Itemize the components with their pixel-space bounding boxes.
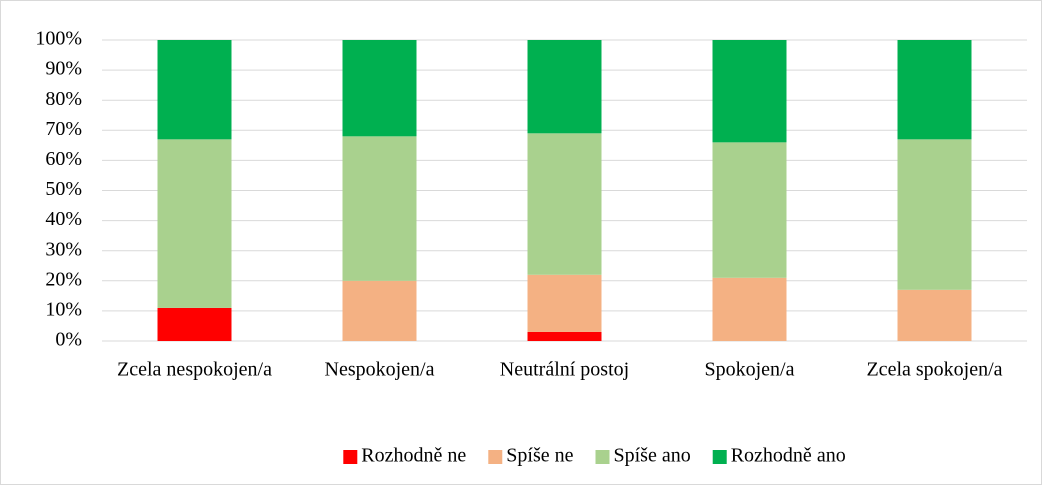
y-tick-label: 80% xyxy=(45,88,82,110)
legend-label: Rozhodně ano xyxy=(731,445,846,467)
bar-segment xyxy=(897,139,972,290)
bar-segment xyxy=(527,274,602,332)
bar-segment xyxy=(157,139,232,308)
bar-segment xyxy=(897,289,972,341)
legend-label: Rozhodně ne xyxy=(361,445,466,467)
y-tick-label: 20% xyxy=(45,268,82,290)
bar-segment xyxy=(342,280,417,341)
x-tick-label: Zcela nespokojen/a xyxy=(117,359,272,381)
legend: Rozhodně ne Spíše ne Spíše ano Rozhodně ano xyxy=(343,445,846,467)
x-tick-label: Neutrální postoj xyxy=(500,359,629,381)
y-tick-label: 10% xyxy=(45,298,82,320)
legend-swatch xyxy=(595,450,610,464)
bar-segment xyxy=(712,142,787,278)
y-tick-label: 0% xyxy=(55,329,82,351)
legend-swatch xyxy=(343,450,358,464)
legend-label: Spíše ne xyxy=(506,445,573,467)
bar-segment xyxy=(527,133,602,275)
bar-segment xyxy=(712,40,787,143)
y-tick-label: 90% xyxy=(45,58,82,80)
legend-swatch xyxy=(488,450,503,464)
bar-segment xyxy=(897,40,972,140)
y-tick-label: 100% xyxy=(35,28,82,50)
y-tick-label: 70% xyxy=(45,118,82,140)
y-tick-label: 50% xyxy=(45,178,82,200)
bar-segment xyxy=(527,331,602,341)
x-tick-label: Nespokojen/a xyxy=(325,359,435,381)
bar-segment xyxy=(342,40,417,137)
bar-segment xyxy=(157,40,232,140)
bar-segment xyxy=(157,307,232,341)
y-tick-label: 40% xyxy=(45,208,82,230)
legend-swatch xyxy=(712,450,727,464)
legend-label: Spíše ano xyxy=(614,445,691,467)
bar-segment xyxy=(712,277,787,341)
bar-segment xyxy=(342,136,417,281)
bar-segment xyxy=(527,40,602,134)
y-tick-label: 30% xyxy=(45,238,82,260)
x-tick-label: Spokojen/a xyxy=(705,359,795,381)
y-tick-label: 60% xyxy=(45,148,82,170)
x-tick-label: Zcela spokojen/a xyxy=(866,359,1002,381)
